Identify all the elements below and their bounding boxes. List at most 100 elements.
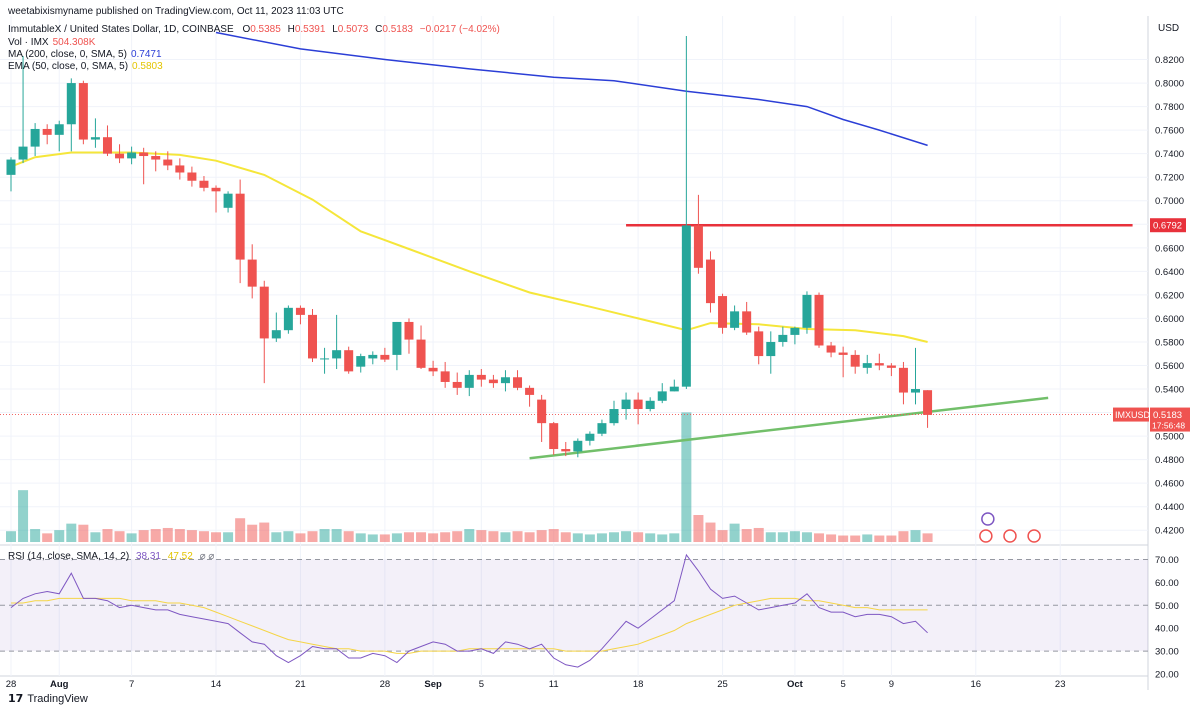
candle-body bbox=[488, 379, 498, 384]
price-tick-label: 0.5800 bbox=[1155, 337, 1184, 348]
candle-body bbox=[742, 311, 752, 333]
rsi-legend[interactable]: RSI (14, close, SMA, 14, 2) 38.31 47.52 … bbox=[8, 551, 215, 562]
rsi-tick-label: 50.00 bbox=[1155, 601, 1179, 612]
volume-bar bbox=[524, 532, 535, 542]
volume-bar bbox=[910, 530, 921, 542]
price-tick-label: 0.6600 bbox=[1155, 243, 1184, 254]
volume-bar bbox=[319, 529, 330, 542]
candle-body bbox=[609, 409, 619, 424]
rsi-line bbox=[10, 553, 928, 668]
volume-bar bbox=[705, 522, 716, 542]
time-tick-label: 25 bbox=[717, 679, 728, 690]
volume-bar bbox=[572, 533, 583, 542]
candle-body bbox=[271, 330, 281, 339]
volume-bar bbox=[138, 530, 149, 542]
candle-body bbox=[151, 156, 161, 160]
volume-bar bbox=[512, 531, 523, 542]
candle-body bbox=[850, 354, 860, 367]
volume-bar bbox=[609, 532, 619, 542]
current-price-label: 0.5183 bbox=[1153, 410, 1182, 421]
volume-bar bbox=[428, 533, 439, 542]
price-tick-label: 0.4600 bbox=[1155, 479, 1184, 490]
volume-bar bbox=[283, 531, 294, 542]
volume-bar bbox=[596, 533, 607, 542]
rsi-tick-label: 60.00 bbox=[1155, 578, 1179, 589]
volume-bar bbox=[669, 533, 680, 542]
volume-bar bbox=[464, 529, 475, 542]
volume-bar bbox=[247, 524, 258, 542]
volume-bar bbox=[367, 534, 378, 542]
candle-body bbox=[440, 371, 450, 382]
candle-body bbox=[886, 365, 896, 368]
ohlc-high: H0.5391 bbox=[287, 24, 326, 35]
candle-body bbox=[404, 321, 414, 340]
symbol-tag-label: IMXUSD bbox=[1115, 410, 1151, 420]
candle-body bbox=[718, 296, 728, 328]
event-marker-icon bbox=[979, 529, 993, 543]
candle-body bbox=[464, 374, 474, 388]
candle-body bbox=[525, 387, 535, 395]
candle-body bbox=[874, 363, 884, 366]
volume-bar bbox=[198, 531, 209, 542]
candle-body bbox=[657, 391, 667, 401]
candle-body bbox=[500, 377, 510, 384]
candle-body bbox=[826, 345, 836, 353]
volume-bar bbox=[235, 518, 246, 542]
volume-bar bbox=[114, 531, 125, 542]
candle-body bbox=[211, 187, 221, 192]
candle-body bbox=[163, 159, 173, 166]
candle-body bbox=[597, 423, 607, 434]
volume-bar bbox=[6, 531, 16, 542]
time-tick-label: 16 bbox=[971, 679, 982, 690]
volume-bar bbox=[838, 535, 849, 542]
candle-body bbox=[78, 83, 88, 140]
candle-body bbox=[356, 356, 366, 367]
volume-bar bbox=[295, 533, 306, 542]
price-tick-label: 0.8200 bbox=[1155, 55, 1184, 66]
candle-body bbox=[766, 341, 776, 357]
volume-bar bbox=[174, 529, 185, 542]
rsi-tick-label: 70.00 bbox=[1155, 555, 1179, 566]
candle-body bbox=[633, 399, 643, 410]
candle-body bbox=[139, 152, 149, 157]
volume-bar bbox=[801, 532, 812, 542]
rsi-ma-value: 47.52 bbox=[167, 551, 193, 562]
symbol-legend: ImmutableX / United States Dollar, 1D, C… bbox=[8, 24, 500, 35]
event-marker-icon bbox=[1027, 529, 1041, 543]
volume-bar bbox=[536, 530, 547, 542]
volume-bar bbox=[403, 532, 414, 542]
volume-bar bbox=[391, 533, 402, 542]
candle-body bbox=[320, 358, 330, 360]
volume-legend[interactable]: Vol · IMX 504.308K bbox=[8, 37, 96, 48]
ema50-legend[interactable]: EMA (50, close, 0, SMA, 5) 0.5803 bbox=[8, 61, 163, 72]
current-price-tag bbox=[1150, 407, 1190, 432]
candle-body bbox=[730, 311, 740, 328]
volume-bar bbox=[90, 532, 101, 542]
ma200-legend[interactable]: MA (200, close, 0, SMA, 5) 0.7471 bbox=[8, 49, 162, 60]
rsi-tick-label: 40.00 bbox=[1155, 624, 1179, 635]
time-tick-label: 23 bbox=[1055, 679, 1066, 690]
candle-body bbox=[838, 352, 848, 355]
candle-body bbox=[90, 137, 100, 140]
tradingview-logo-icon: 𝟭𝟳 bbox=[8, 693, 24, 705]
volume-bar bbox=[452, 531, 463, 542]
candle-body bbox=[911, 389, 920, 393]
candle-body bbox=[561, 449, 571, 452]
volume-bar bbox=[488, 531, 499, 542]
price-tick-label: 0.6400 bbox=[1155, 267, 1184, 278]
candle-body bbox=[814, 294, 824, 346]
ohlc-close: C0.5183 bbox=[375, 24, 413, 35]
tradingview-brand[interactable]: 𝟭𝟳 TradingView bbox=[8, 692, 88, 706]
candle-body bbox=[802, 294, 812, 328]
volume-bar bbox=[681, 412, 692, 542]
time-tick-label: 9 bbox=[889, 679, 894, 690]
ema50-value: 0.5803 bbox=[132, 61, 163, 72]
price-tick-label: 0.7400 bbox=[1155, 149, 1184, 160]
publish-info: weetabixismyname published on TradingVie… bbox=[8, 6, 344, 17]
candle-body bbox=[235, 193, 245, 260]
volume-bar bbox=[66, 523, 77, 542]
time-tick-label: Oct bbox=[787, 679, 804, 690]
candle-body bbox=[392, 321, 402, 355]
time-tick-label: 5 bbox=[479, 679, 484, 690]
